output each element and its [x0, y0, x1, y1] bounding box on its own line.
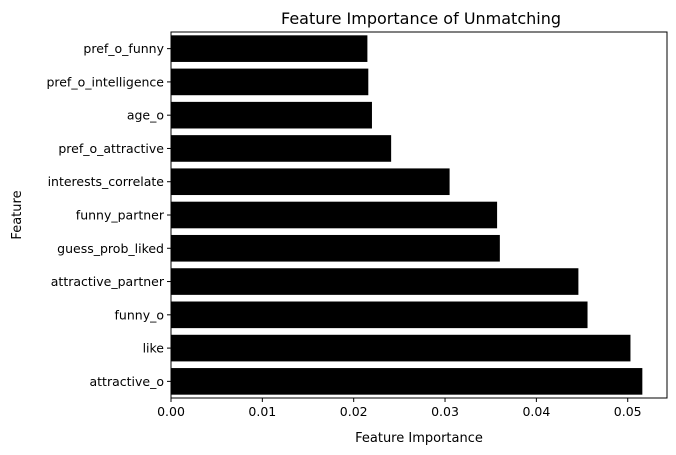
y-tick-label: interests_correlate — [48, 174, 165, 189]
bar — [171, 201, 498, 229]
bar — [171, 268, 579, 295]
y-tick-label: pref_o_attractive — [58, 141, 164, 156]
x-tick-label: 0.04 — [522, 404, 550, 419]
bar-group — [171, 35, 643, 395]
y-axis-label: Feature — [10, 190, 25, 239]
bar — [171, 301, 588, 329]
x-tick-label: 0.02 — [340, 404, 368, 419]
y-tick-label: like — [143, 341, 165, 356]
y-tick-label: funny_o — [115, 307, 164, 322]
plot-frame — [170, 31, 668, 399]
y-tick-label: attractive_partner — [51, 274, 165, 289]
bar — [171, 234, 500, 262]
y-tick-label: pref_o_funny — [83, 41, 164, 56]
x-axis-ticks: 0.00 0.01 0.02 0.03 0.04 0.05 — [157, 398, 642, 419]
bar — [171, 35, 368, 62]
x-tick-label: 0.03 — [431, 404, 459, 419]
y-tick-label: guess_prob_liked — [57, 241, 164, 256]
x-tick-label: 0.00 — [157, 404, 185, 419]
bar — [171, 101, 372, 129]
bar — [171, 68, 369, 96]
y-tick-label: attractive_o — [90, 374, 165, 389]
x-axis-label: Feature Importance — [355, 431, 483, 446]
x-tick-label: 0.05 — [614, 404, 642, 419]
y-axis-ticks: pref_o_funny pref_o_intelligence age_opref… — [46, 41, 171, 389]
chart-title: Feature Importance of Unmatching — [281, 9, 561, 28]
bar — [171, 334, 631, 362]
bar — [171, 135, 392, 162]
y-tick-label: funny_partner — [76, 208, 165, 223]
bar — [171, 368, 643, 395]
y-tick-label: age_o — [127, 108, 164, 123]
y-tick-label: pref_o_intelligence — [46, 74, 164, 89]
x-tick-label: 0.01 — [248, 404, 276, 419]
bar — [171, 168, 450, 196]
